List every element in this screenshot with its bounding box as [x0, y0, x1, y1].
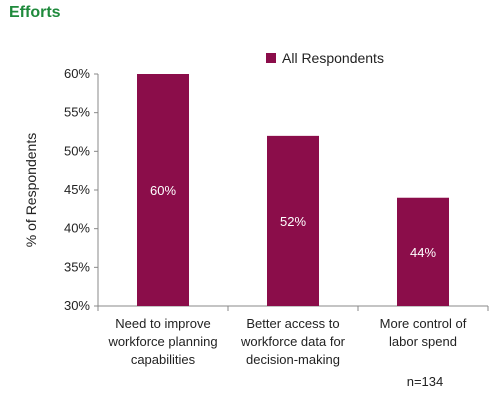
sample-size-note: n=134 — [407, 374, 444, 389]
y-tick-label: 30% — [64, 298, 90, 313]
page-title: Efforts — [9, 4, 61, 21]
x-category-label-line: labor spend — [389, 334, 457, 349]
bar — [267, 135, 319, 306]
y-tick-label: 55% — [64, 105, 90, 120]
bar-data-label: 52% — [280, 214, 306, 229]
legend-label: All Respondents — [282, 50, 384, 66]
bar-data-label: 44% — [410, 245, 436, 260]
y-tick-label: 35% — [64, 259, 90, 274]
x-category-label-line: workforce planning — [107, 334, 217, 349]
x-category-label-line: decision-making — [246, 352, 340, 367]
x-category-label-line: workforce data for — [240, 334, 346, 349]
x-category-label: Better access to workforce data for decisi… — [240, 316, 346, 367]
y-tick-label: 60% — [64, 66, 90, 81]
bar — [137, 74, 189, 306]
x-category-label-line: More control of — [380, 316, 467, 331]
x-category-label: Need to improve workforce planning capabil… — [107, 316, 217, 367]
bar-data-label: 60% — [150, 183, 176, 198]
x-category-label-line: capabilities — [131, 352, 196, 367]
x-category-label-line: Need to improve — [115, 316, 210, 331]
y-tick-label: 45% — [64, 182, 90, 197]
legend-swatch — [266, 53, 276, 63]
x-category-label: More control of labor spend — [380, 316, 467, 349]
bar — [397, 197, 449, 306]
y-axis-title: % of Respondents — [23, 133, 39, 247]
x-category-label-line: Better access to — [246, 316, 339, 331]
y-tick-label: 50% — [64, 143, 90, 158]
y-tick-label: 40% — [64, 221, 90, 236]
